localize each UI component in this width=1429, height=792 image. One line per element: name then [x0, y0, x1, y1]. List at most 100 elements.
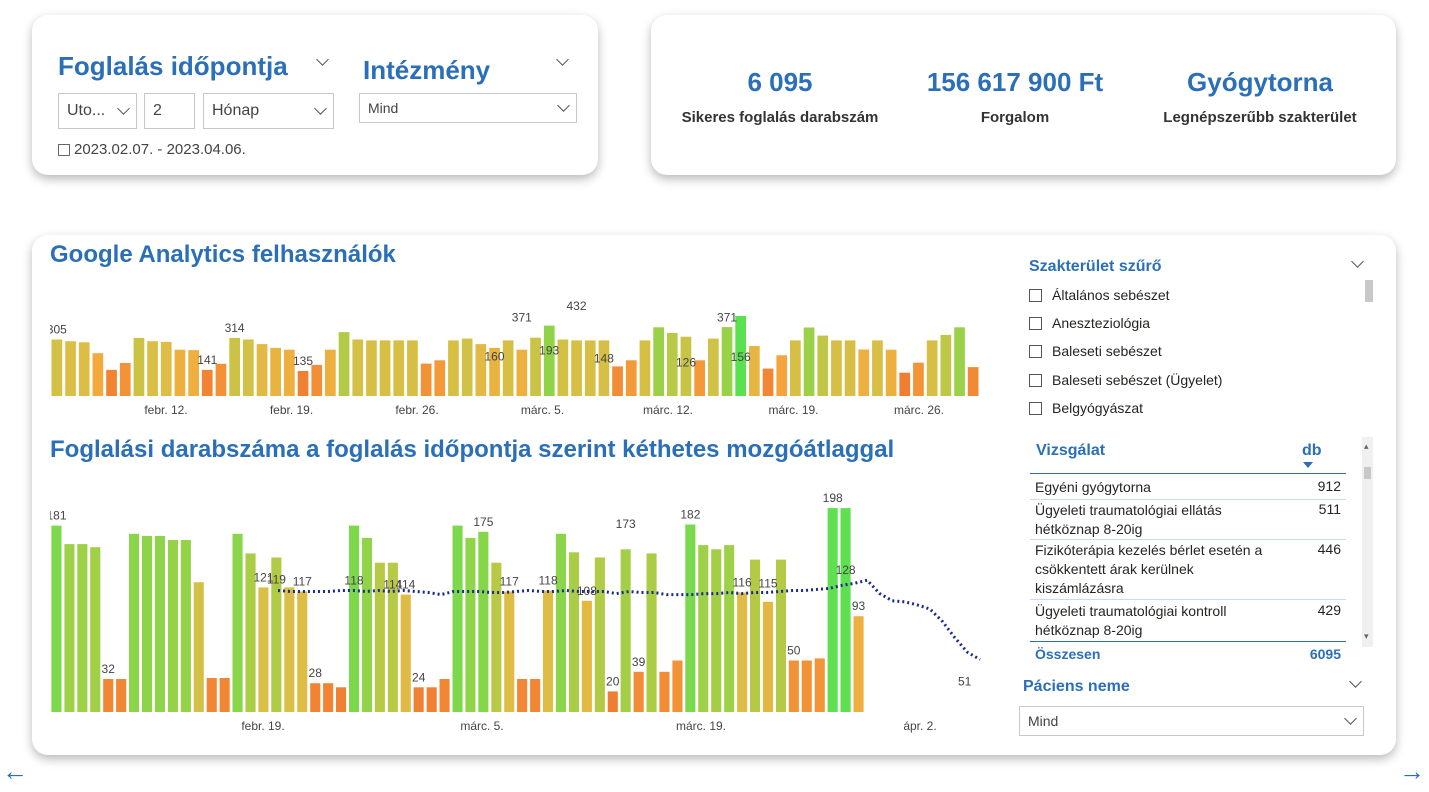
checkbox-icon[interactable]: [1029, 288, 1042, 302]
chart-bar[interactable]: [814, 658, 825, 712]
chart-bar[interactable]: [103, 679, 114, 712]
chart-bar[interactable]: [594, 557, 605, 713]
chart-bar[interactable]: [543, 590, 554, 713]
chart-bar[interactable]: [215, 363, 227, 396]
checkbox-icon[interactable]: [1029, 373, 1042, 387]
chart-bar[interactable]: [607, 691, 618, 712]
chart-bar[interactable]: [478, 531, 489, 713]
chart-bar[interactable]: [666, 333, 678, 396]
chart-bar[interactable]: [827, 508, 838, 712]
chart-bar[interactable]: [762, 368, 774, 396]
specialty-option[interactable]: Belgyógyászat: [1029, 400, 1143, 416]
chart-bar[interactable]: [461, 338, 473, 396]
chart-bar[interactable]: [374, 562, 385, 712]
table-row[interactable]: Fizikóterápia kezelés bérlet esetén a cs…: [1030, 540, 1346, 600]
gender-select[interactable]: Mind: [1019, 706, 1364, 736]
chart-bar[interactable]: [557, 339, 569, 397]
table-row[interactable]: Egyéni gyógytorna 912: [1030, 476, 1346, 500]
chart-bar[interactable]: [776, 355, 788, 396]
chart-bar[interactable]: [465, 537, 476, 712]
chart-bar[interactable]: [338, 332, 350, 396]
chart-bar[interactable]: [271, 557, 282, 713]
chart-bar[interactable]: [788, 660, 799, 713]
scroll-thumb[interactable]: [1364, 467, 1371, 479]
chart-bar[interactable]: [284, 349, 295, 396]
chart-bar[interactable]: [452, 525, 463, 712]
chart-bar[interactable]: [872, 340, 883, 396]
chart-bar[interactable]: [913, 362, 924, 396]
scroll-up-icon[interactable]: ▴: [1364, 441, 1369, 451]
chart-bar[interactable]: [625, 360, 637, 396]
chart-bar[interactable]: [581, 600, 592, 712]
chart-bar[interactable]: [229, 337, 240, 396]
chart-bar[interactable]: [323, 683, 334, 712]
chart-bar[interactable]: [571, 340, 582, 396]
chart-bar[interactable]: [817, 335, 829, 396]
chart-bar[interactable]: [840, 508, 851, 712]
chart-bar[interactable]: [735, 316, 746, 396]
chart-bar[interactable]: [659, 671, 670, 712]
institution-select[interactable]: Mind: [359, 93, 577, 123]
chart-bar[interactable]: [90, 547, 101, 712]
chart-bar[interactable]: [899, 372, 911, 396]
chart-bar[interactable]: [584, 340, 596, 396]
chart-bar[interactable]: [858, 349, 870, 397]
specialty-scrollbar[interactable]: [1365, 280, 1373, 302]
chart-bar[interactable]: [387, 562, 398, 712]
chart-bar[interactable]: [420, 363, 432, 396]
chart-bar[interactable]: [530, 679, 541, 712]
chart-bar[interactable]: [51, 339, 63, 397]
chart-bar[interactable]: [844, 340, 856, 396]
table-row[interactable]: Ügyeleti traumatológiai kontroll hétközn…: [1030, 600, 1346, 642]
chart-bar[interactable]: [568, 552, 579, 712]
chart-bar[interactable]: [426, 687, 437, 712]
chart-bar[interactable]: [775, 559, 786, 712]
chart-bar[interactable]: [270, 347, 281, 396]
chart-bar[interactable]: [885, 349, 897, 396]
chart-bar[interactable]: [517, 679, 528, 712]
chart-bar[interactable]: [400, 594, 411, 712]
chart-bar[interactable]: [167, 540, 178, 712]
chart-bar[interactable]: [555, 533, 566, 712]
chart-bar[interactable]: [78, 342, 90, 396]
chart-bar[interactable]: [188, 350, 199, 396]
chart-bar[interactable]: [65, 341, 76, 396]
chart-bar[interactable]: [201, 369, 213, 396]
chart-bar[interactable]: [142, 535, 153, 712]
chart-bar[interactable]: [620, 549, 631, 712]
chart-bar[interactable]: [106, 369, 117, 396]
chart-bar[interactable]: [336, 687, 347, 712]
chart-bar[interactable]: [790, 340, 801, 396]
chart-bar[interactable]: [694, 360, 705, 396]
chart-bar[interactable]: [243, 339, 254, 397]
chart-bar[interactable]: [407, 340, 418, 396]
date-unit-select[interactable]: Hónap: [203, 93, 334, 129]
chart-bar[interactable]: [926, 340, 938, 396]
chart-bar[interactable]: [366, 340, 377, 396]
chart-bar[interactable]: [297, 591, 308, 713]
chart-bar[interactable]: [119, 363, 131, 396]
chart-bar[interactable]: [633, 671, 644, 712]
chart-bar[interactable]: [349, 525, 360, 712]
specialty-option[interactable]: Baleseti sebészet: [1029, 343, 1162, 359]
chart-bar[interactable]: [967, 367, 979, 396]
checkbox-icon[interactable]: [1029, 401, 1042, 415]
checkbox-icon[interactable]: [1029, 344, 1042, 358]
chart-bar[interactable]: [940, 334, 952, 396]
exam-table-header-count[interactable]: db: [1302, 442, 1322, 459]
chart-bar[interactable]: [504, 591, 515, 713]
chart-bar[interactable]: [803, 327, 815, 397]
institution-chevron-down-icon[interactable]: [556, 53, 569, 66]
checkbox-icon[interactable]: [1029, 316, 1042, 330]
chart-bar[interactable]: [711, 549, 722, 712]
chart-bar[interactable]: [491, 562, 502, 712]
chart-bar[interactable]: [762, 601, 773, 712]
chart-bar[interactable]: [801, 660, 812, 713]
next-page-arrow-icon[interactable]: →: [1399, 756, 1425, 786]
chart-bar[interactable]: [206, 678, 217, 712]
chart-bar[interactable]: [724, 545, 735, 712]
chart-bar[interactable]: [245, 553, 256, 712]
chart-bar[interactable]: [831, 340, 842, 396]
chart-bar[interactable]: [530, 337, 541, 396]
chart-bar[interactable]: [749, 346, 760, 396]
